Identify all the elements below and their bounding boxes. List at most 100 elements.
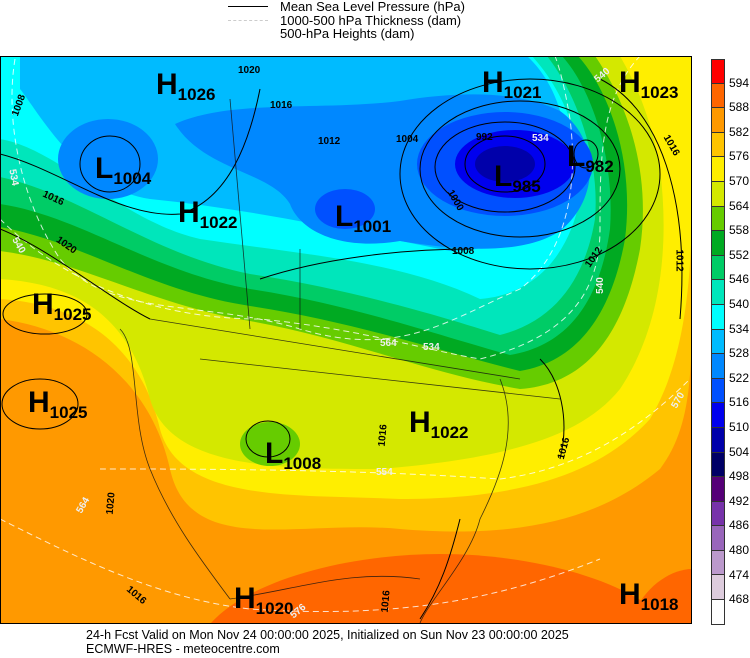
- colorbar-label: 480: [729, 543, 750, 557]
- center-value: 1022: [199, 213, 238, 232]
- isobar-label: 1016: [270, 100, 293, 111]
- colorbar-label: 552: [729, 247, 750, 262]
- band-504: [475, 146, 535, 182]
- thickness-label: 534: [423, 342, 440, 353]
- colorbar-swatch: [711, 132, 725, 158]
- isobar-label: 1016: [379, 589, 393, 614]
- center-letter: H: [619, 66, 641, 99]
- legend-item-heights: 500-hPa Heights (dam): [228, 27, 465, 41]
- center-letter: L: [335, 200, 354, 233]
- colorbar-label: 540: [729, 297, 750, 311]
- colorbar-label: 498: [729, 469, 750, 484]
- colorbar-label: 492: [729, 493, 750, 508]
- legend-item-mslp: Mean Sea Level Pressure (hPa): [228, 0, 465, 14]
- colorbar-swatch: [711, 304, 725, 330]
- thickness-label: 564: [380, 338, 397, 349]
- center-letter: L: [567, 140, 586, 173]
- colorbar-swatch: [711, 280, 725, 305]
- colorbar-swatch: [711, 403, 725, 428]
- colorbar-swatch: [711, 181, 725, 207]
- thickness-label: 554: [376, 467, 393, 478]
- center-value: 1004: [113, 169, 152, 188]
- high-pressure-center: H1021: [482, 66, 542, 102]
- center-value: 1025: [49, 403, 88, 422]
- colorbar-swatch: [711, 427, 725, 453]
- legend-label: 1000-500 hPa Thickness (dam): [280, 12, 462, 28]
- center-letter: H: [32, 288, 54, 321]
- high-pressure-center: H1025: [28, 386, 88, 422]
- center-letter: L: [265, 437, 284, 470]
- colorbar-label: 576: [729, 149, 750, 164]
- high-pressure-center: H1026: [156, 68, 216, 104]
- height-colorbar: [711, 59, 725, 625]
- colorbar-label: 510: [729, 420, 750, 434]
- thickness-label: 534: [532, 133, 549, 144]
- center-value: 1020: [255, 599, 294, 618]
- low-pressure-center: L982: [567, 140, 614, 176]
- colorbar-label: 486: [729, 518, 750, 533]
- center-value: 1025: [53, 305, 92, 324]
- center-value: 1001: [353, 217, 392, 236]
- colorbar-swatch: [711, 59, 725, 84]
- isobar-label: 1012: [673, 249, 685, 272]
- center-letter: H: [178, 196, 200, 229]
- map-legend: Mean Sea Level Pressure (hPa) 1000-500 h…: [228, 0, 465, 41]
- center-value: 1008: [283, 454, 322, 473]
- center-value: 1018: [640, 595, 679, 614]
- colorbar-label: 516: [729, 395, 750, 410]
- center-value: 1022: [430, 423, 469, 442]
- colorbar-label: 522: [729, 370, 750, 385]
- colorbar-swatch: [711, 550, 725, 576]
- center-letter: H: [234, 582, 256, 615]
- isobar-label: 1008: [452, 246, 475, 257]
- weather-map: [0, 56, 692, 624]
- colorbar-label: 474: [729, 567, 750, 582]
- center-value: 1023: [640, 83, 679, 102]
- colorbar-swatch: [711, 477, 725, 502]
- colorbar-swatch: [711, 255, 725, 281]
- colorbar-label: 588: [729, 100, 750, 115]
- colorbar-label: 534: [729, 321, 750, 336]
- center-letter: H: [619, 578, 641, 611]
- colorbar-swatch: [711, 157, 725, 182]
- model-source-text: ECMWF-HRES - meteocentre.com: [86, 642, 280, 656]
- high-pressure-center: H1020: [234, 582, 294, 618]
- height-fill: [0, 56, 692, 624]
- colorbar-swatch: [711, 452, 725, 478]
- thickness-label: 540: [594, 277, 606, 294]
- map-footer: 24-h Fcst Valid on Mon Nov 24 00:00:00 2…: [86, 628, 569, 656]
- low-pressure-center: L1004: [95, 152, 152, 188]
- band-588: [210, 554, 670, 624]
- center-letter: L: [95, 152, 114, 185]
- colorbar-swatch: [711, 329, 725, 355]
- colorbar-label: 570: [729, 174, 750, 188]
- legend-label: Mean Sea Level Pressure (hPa): [280, 0, 465, 14]
- map-frame: [0, 56, 692, 624]
- low-pressure-center: L1001: [335, 200, 392, 236]
- band-588-east: [630, 569, 692, 624]
- center-letter: H: [482, 66, 504, 99]
- dashed-line-swatch: [228, 19, 268, 21]
- low-pressure-center: L985: [494, 160, 541, 196]
- isobars: [0, 78, 683, 620]
- center-value: 985: [512, 177, 541, 196]
- center-letter: H: [28, 386, 50, 419]
- colorbar-label: 468: [729, 592, 750, 607]
- forecast-valid-text: 24-h Fcst Valid on Mon Nov 24 00:00:00 2…: [86, 628, 569, 642]
- high-pressure-center: H1018: [619, 578, 679, 614]
- isobar-label: 1020: [238, 65, 261, 76]
- colorbar-swatch: [711, 231, 725, 256]
- center-letter: H: [156, 68, 178, 101]
- isobar-label: 1004: [396, 134, 419, 145]
- colorbar-swatch: [711, 108, 725, 133]
- legend-item-thickness: 1000-500 hPa Thickness (dam): [228, 12, 465, 28]
- high-pressure-center: H1023: [619, 66, 679, 102]
- center-value: 982: [585, 157, 614, 176]
- isobar-label: 1016: [376, 423, 390, 448]
- band-558-low: [240, 422, 300, 466]
- band-522-alaska: [58, 119, 158, 199]
- isobar-label: 992: [476, 132, 493, 143]
- colorbar-label: 528: [729, 346, 750, 361]
- high-pressure-center: H1025: [32, 288, 92, 324]
- colorbar-swatch: [711, 526, 725, 551]
